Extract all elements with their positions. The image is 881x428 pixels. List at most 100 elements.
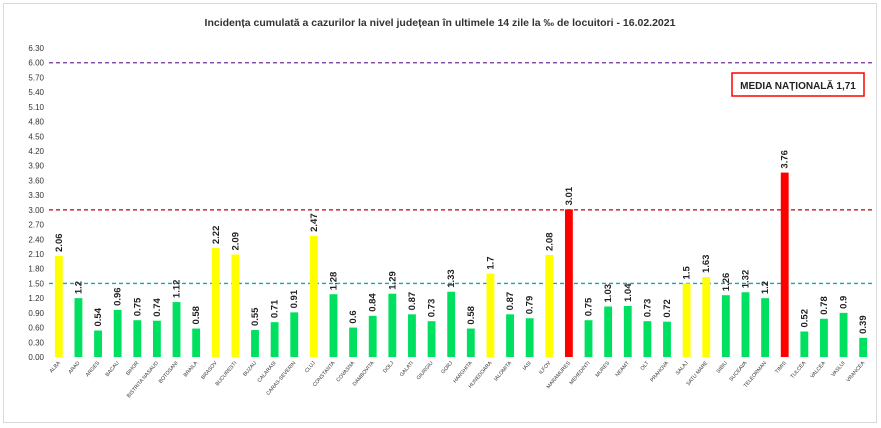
data-label: 0.87 [407, 292, 418, 311]
data-label: 0.39 [858, 315, 869, 334]
x-tick-label: BRAILA [183, 360, 200, 378]
y-tick-label: 4.20 [28, 147, 44, 156]
media-nationala-label: MEDIA NAȚIONALĂ 1,71 [740, 79, 856, 92]
y-tick-label: 5.70 [28, 73, 44, 82]
bar [780, 172, 789, 357]
data-label: 3.01 [564, 186, 575, 205]
x-tick-label: ARGES [85, 360, 102, 378]
x-tick-label: BIHOR [125, 360, 140, 377]
bar [192, 328, 201, 357]
bar [721, 295, 730, 357]
bar [741, 292, 750, 357]
y-tick-label: 1.50 [28, 279, 44, 288]
data-label: 0.72 [662, 299, 673, 318]
x-tick-label: BUZAU [242, 360, 258, 378]
data-label: 1.2 [73, 281, 84, 294]
data-label: 0.84 [368, 293, 379, 312]
y-tick-label: 4.80 [28, 118, 44, 127]
bar [466, 328, 475, 357]
bar [761, 298, 770, 357]
bar [172, 302, 181, 357]
data-label: 0.91 [289, 289, 300, 308]
bar [800, 331, 809, 357]
data-label: 0.73 [642, 299, 653, 318]
data-label: 0.74 [152, 297, 163, 316]
bar [74, 298, 83, 357]
x-tick-label: SUCEAVA [728, 360, 748, 383]
data-label: 0.73 [427, 299, 438, 318]
data-label: 1.12 [172, 280, 183, 299]
y-tick-label: 2.70 [28, 221, 44, 230]
y-tick-label: 0.90 [28, 309, 44, 318]
data-label: 1.04 [623, 283, 634, 302]
x-tick-label: SIBIU [716, 360, 729, 374]
bar [408, 314, 416, 357]
bar [839, 312, 848, 357]
data-label: 1.7 [485, 256, 496, 269]
data-label: 1.29 [387, 271, 398, 290]
x-tick-label: VRANCEA [845, 360, 866, 383]
bar [604, 306, 613, 357]
bar [113, 309, 122, 357]
x-tick-label: DOLJ [382, 360, 395, 374]
data-label: 1.03 [603, 284, 614, 303]
bar [525, 318, 534, 357]
data-label: 1.5 [682, 266, 693, 280]
bar [290, 312, 299, 357]
media-nationala-border [731, 72, 865, 97]
bar [133, 320, 142, 357]
data-label: 0.87 [505, 292, 516, 311]
x-tick-label: ARAD [68, 360, 82, 375]
data-label: 0.9 [839, 296, 850, 309]
data-label: 0.58 [466, 306, 477, 325]
y-tick-label: 3.30 [28, 191, 44, 200]
x-tick-label: NEAMT [615, 360, 632, 378]
bar [564, 209, 573, 357]
x-tick-label: BACAU [105, 360, 121, 378]
x-tick-label: VALCEA [809, 360, 827, 380]
bar [251, 330, 259, 357]
x-tick-label: CALARASI [257, 360, 278, 384]
x-tick-label: COVASNA [335, 360, 356, 383]
bars [54, 172, 868, 357]
bar [820, 318, 828, 357]
y-tick-label: 5.10 [28, 103, 44, 112]
data-label: 0.71 [270, 299, 281, 318]
y-tick-label: 1.80 [28, 265, 44, 274]
y-tick-label: 3.00 [28, 206, 44, 215]
x-tick-label: TIMIS [774, 360, 788, 375]
x-tick-label: TULCEA [790, 360, 808, 380]
y-tick-label: 0.60 [28, 324, 44, 333]
bar [859, 337, 868, 357]
x-tick-label: CLUJ [304, 360, 317, 374]
bar [663, 321, 671, 357]
x-tick-label: VASLUI [830, 360, 846, 378]
data-label: 0.78 [819, 296, 830, 315]
data-label: 1.63 [701, 255, 712, 274]
data-label: 0.75 [132, 297, 143, 316]
data-label: 3.76 [780, 150, 791, 169]
bar [486, 273, 495, 357]
data-label: 2.22 [211, 226, 222, 245]
bar [447, 291, 456, 357]
data-label: 0.75 [584, 297, 595, 316]
y-tick-label: 1.20 [28, 294, 44, 303]
bar [231, 254, 240, 357]
data-label: 0.6 [348, 310, 359, 323]
y-tick-label: 4.50 [28, 132, 44, 141]
x-tick-label: MEHEDINTI [569, 360, 592, 386]
bar [309, 235, 318, 357]
data-label: 2.08 [544, 232, 555, 251]
data-label: 0.58 [191, 306, 202, 325]
y-tick-label: 0.00 [28, 353, 44, 362]
chart-title: Incidența cumulată a cazurilor la nivel … [205, 17, 676, 29]
data-label: 0.79 [525, 296, 536, 315]
x-tick-label: GIURGIU [416, 360, 435, 381]
y-tick-label: 2.40 [28, 235, 44, 244]
bar [643, 321, 652, 357]
x-tick-label: ILFOV [538, 360, 553, 376]
y-axis: 0.00 0.30 0.60 0.90 1.20 1.50 1.80 2.10 2.40 2.70… [28, 44, 44, 362]
x-tick-label: BOTOSANI [158, 360, 180, 384]
y-tick-label: 5.40 [28, 88, 44, 97]
